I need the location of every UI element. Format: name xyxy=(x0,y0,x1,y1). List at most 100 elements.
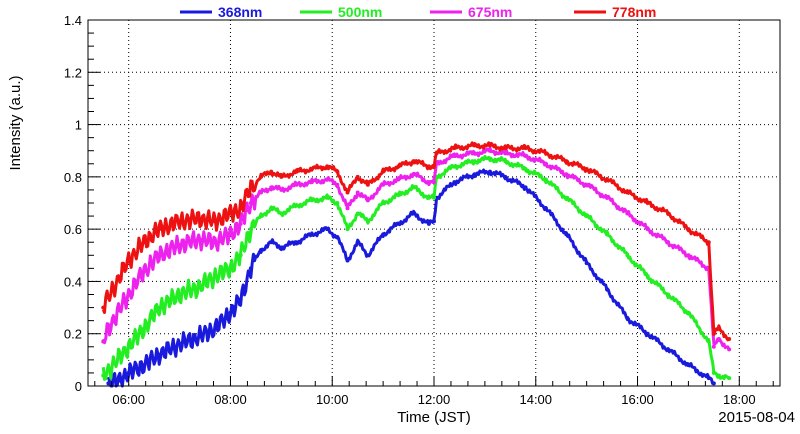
data-point xyxy=(381,182,386,187)
x-tick-label: 10:00 xyxy=(316,392,349,407)
data-point xyxy=(213,219,218,224)
data-point xyxy=(248,185,253,190)
data-point xyxy=(269,185,274,190)
data-point xyxy=(605,195,609,200)
series-line-500nm xyxy=(101,154,730,381)
data-point xyxy=(355,211,360,216)
data-point xyxy=(452,153,457,158)
y-tick-label: 0 xyxy=(75,379,82,394)
series-line-675nm xyxy=(101,146,731,351)
data-point xyxy=(248,227,253,232)
data-point xyxy=(625,211,630,216)
data-point xyxy=(228,310,233,315)
data-point xyxy=(543,161,548,166)
series-500nm xyxy=(101,154,732,381)
data-point xyxy=(666,211,671,216)
data-point xyxy=(279,187,284,192)
data-point xyxy=(228,211,233,216)
data-point xyxy=(666,292,671,297)
series-368nm xyxy=(106,168,716,388)
x-tick-label: 18:00 xyxy=(723,392,756,407)
data-point xyxy=(706,240,711,245)
data-point xyxy=(177,219,182,224)
data-point xyxy=(426,221,431,226)
data-point xyxy=(727,376,732,381)
data-point xyxy=(706,339,711,344)
data-point xyxy=(711,331,716,336)
data-point xyxy=(452,146,457,151)
data-point xyxy=(259,214,263,219)
data-point xyxy=(432,195,436,200)
data-point xyxy=(686,253,691,258)
data-point xyxy=(543,206,548,211)
data-point xyxy=(335,182,340,187)
data-point xyxy=(503,174,508,179)
data-point xyxy=(345,190,350,195)
data-point xyxy=(523,167,528,172)
plot-frame xyxy=(87,19,781,387)
data-point xyxy=(432,219,436,224)
data-point xyxy=(294,169,299,174)
data-point xyxy=(141,363,146,368)
data-point xyxy=(411,185,416,190)
data-point xyxy=(309,167,314,172)
data-point xyxy=(259,248,263,253)
data-point xyxy=(472,151,477,156)
x-axis-title: Time (JST) xyxy=(397,409,471,426)
data-point xyxy=(605,287,609,292)
data-point xyxy=(727,336,732,341)
y-tick-label: 0.6 xyxy=(64,222,82,237)
data-point xyxy=(472,159,477,164)
data-point xyxy=(213,326,218,331)
data-point xyxy=(434,151,439,156)
data-point xyxy=(335,234,340,239)
data-point xyxy=(345,227,350,232)
data-point xyxy=(259,174,263,179)
data-point xyxy=(238,253,243,258)
data-point xyxy=(396,221,401,226)
data-point xyxy=(294,182,299,187)
data-point xyxy=(426,164,431,169)
data-point xyxy=(666,240,671,245)
data-point xyxy=(381,232,386,237)
data-point xyxy=(564,172,569,177)
data-point xyxy=(564,159,569,164)
data-point xyxy=(269,169,274,174)
data-point xyxy=(716,373,721,378)
data-point xyxy=(116,378,121,383)
data-point xyxy=(106,368,111,373)
date-label: 2015-08-04 xyxy=(718,409,795,426)
y-axis-title: Intensity (a.u.) xyxy=(7,75,24,170)
grid xyxy=(88,20,780,386)
data-point xyxy=(177,342,182,347)
data-point xyxy=(213,274,218,279)
data-point xyxy=(396,164,401,169)
data-point xyxy=(197,334,202,339)
data-point xyxy=(645,274,650,279)
data-point xyxy=(279,211,284,216)
data-point xyxy=(716,336,721,341)
data-point xyxy=(487,156,492,161)
data-point xyxy=(355,190,360,195)
data-point xyxy=(543,177,548,182)
data-point xyxy=(564,195,569,200)
data-point xyxy=(101,305,106,310)
data-point xyxy=(396,193,401,198)
data-point xyxy=(197,284,202,289)
data-point xyxy=(197,237,202,242)
y-tick-label: 0.2 xyxy=(64,327,82,342)
data-point xyxy=(452,180,457,185)
data-point xyxy=(355,240,360,245)
data-point xyxy=(426,195,431,200)
data-point xyxy=(487,148,492,153)
data-point xyxy=(711,381,716,386)
data-point xyxy=(269,206,274,211)
data-point xyxy=(177,242,182,247)
data-layer xyxy=(101,141,732,388)
data-point xyxy=(426,180,431,185)
data-point xyxy=(309,232,314,237)
x-tick-label: 12:00 xyxy=(418,392,451,407)
data-point xyxy=(452,164,457,169)
data-point xyxy=(335,201,340,205)
